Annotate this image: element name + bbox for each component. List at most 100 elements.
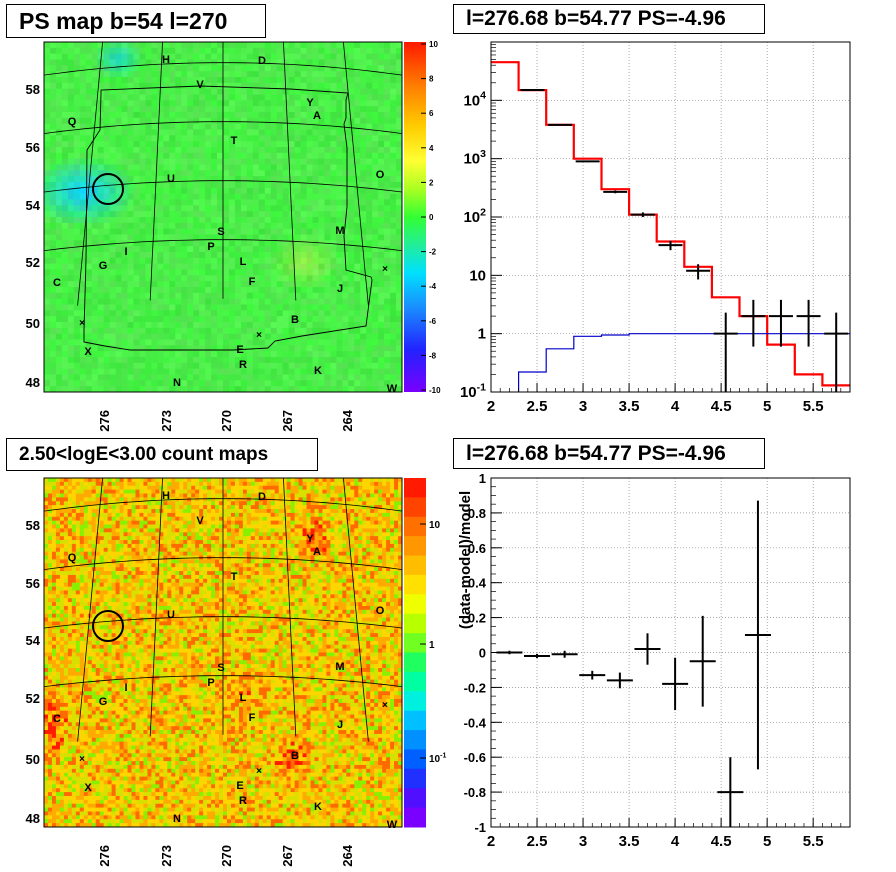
heatmap-cell [394,489,399,495]
heatmap-cell [211,182,218,189]
heatmap-cell [123,509,129,514]
heatmap-cell [119,524,125,530]
heatmap-cell [228,374,236,381]
heatmap-cell [396,374,402,381]
heatmap-cell [199,240,206,247]
heatmap-cell [199,485,204,491]
heatmap-cell [79,501,85,506]
heatmap-cell [314,516,320,522]
heatmap-cell [55,485,61,491]
heatmap-cell [211,47,218,55]
heatmap-cell [306,199,314,206]
heatmap-cell [336,257,343,265]
heatmap-cell [44,478,49,483]
heatmap-cell [157,257,164,265]
heatmap-cell [75,524,81,530]
heatmap-cell [127,152,135,160]
heatmap-cell [44,386,51,392]
heatmap-cell [139,345,147,352]
heatmap-cell [49,322,57,329]
heatmap-cell [306,524,312,530]
heatmap-cell [306,141,314,148]
heatmap-cell [396,257,402,265]
heatmap-cell [115,217,123,224]
heatmap-cell [306,333,314,341]
heatmap-cell [318,339,326,346]
heatmap-cell [264,263,272,271]
heatmap-cell [133,351,141,358]
heatmap-cell [217,141,224,148]
heatmap-cell [384,211,391,218]
heatmap-cell [67,141,75,148]
heatmap-cell [246,100,254,107]
heatmap-cell [91,147,99,154]
heatmap-cell [312,222,320,230]
heatmap-cell [115,100,123,107]
heatmap-cell [99,493,105,498]
heatmap-cell [55,82,63,90]
heatmap-cell [107,489,113,495]
heatmap-cell [266,524,272,530]
heatmap-cell [203,478,208,483]
heatmap-cell [187,164,194,171]
heatmap-cell [199,117,206,125]
heatmap-cell [240,327,248,335]
heatmap-cell [44,310,51,317]
heatmap-cell [288,59,296,66]
heatmap-cell [169,100,176,107]
heatmap-cell [318,316,326,323]
heatmap-cell [211,374,218,381]
heatmap-cell [61,164,69,171]
heatmap-cell [336,351,343,358]
heatmap-cell [223,298,230,306]
heatmap-cell [234,478,240,483]
heatmap-cell [366,246,373,253]
heatmap-cell [127,228,135,236]
heatmap-cell [242,478,248,483]
heatmap-cell [276,193,284,201]
heatmap-cell [384,88,391,96]
heatmap-cell [44,520,49,526]
heatmap-cell [262,524,268,530]
heatmap-cell [147,528,152,533]
heatmap-cell [382,497,387,502]
heatmap-cell [306,287,314,294]
heatmap-cell [386,493,391,498]
heatmap-cell [360,42,367,49]
heatmap-cell [382,520,387,526]
heatmap-cell [252,222,260,230]
heatmap-cell [322,485,328,491]
heatmap-cell [187,368,194,376]
heatmap-cell [61,374,69,381]
heatmap-cell [390,65,397,72]
heatmap-cell [254,481,260,487]
heatmap-cell [55,478,61,483]
heatmap-cell [234,65,242,72]
heatmap-cell [217,47,224,55]
heatmap-cell [252,141,260,148]
heatmap-cell [79,170,87,177]
heatmap-cell [252,327,260,335]
heatmap-cell [205,304,212,311]
heatmap-cell [133,322,141,329]
heatmap-cell [49,380,57,387]
heatmap-cell [250,516,256,522]
heatmap-cell [226,524,232,530]
heatmap-cell [73,53,81,61]
heatmap-cell [175,310,182,317]
heatmap-cell [85,234,93,241]
heatmap-cell [394,501,399,506]
heatmap-cell [322,520,328,526]
heatmap-cell [169,345,176,352]
heatmap-cell [234,152,242,160]
heatmap-cell [330,211,337,218]
heatmap-cell [157,65,164,72]
heatmap-cell [133,298,141,306]
heatmap-cell [338,524,343,530]
heatmap-cell [342,501,347,506]
heatmap-cell [215,489,220,495]
heatmap-cell [288,77,296,84]
heatmap-cell [187,170,194,177]
heatmap-cell [276,368,284,376]
heatmap-cell [44,176,51,183]
